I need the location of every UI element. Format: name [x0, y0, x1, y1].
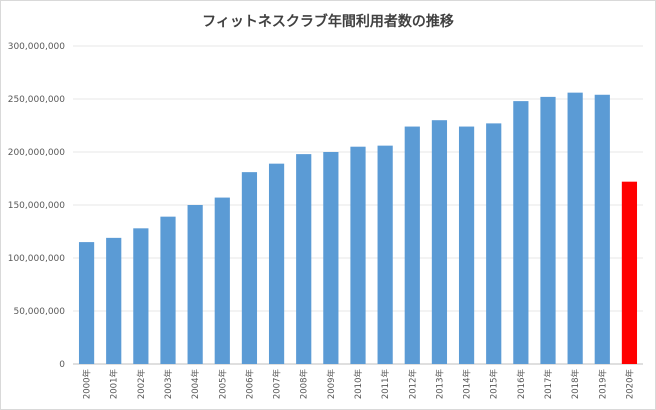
- bar-2006年: [241, 172, 258, 364]
- bar-2016年: [513, 101, 529, 365]
- bar-2017年: [540, 96, 556, 364]
- x-tick-label: 2001年: [109, 369, 120, 400]
- x-tick-label: 2009年: [326, 369, 337, 400]
- bar-2004年: [187, 205, 203, 364]
- bar-2000年: [78, 242, 95, 364]
- bar-2010年: [350, 146, 366, 364]
- bar-2018年: [567, 92, 583, 364]
- bar-2002年: [133, 228, 149, 364]
- bar-2011年: [377, 145, 393, 364]
- bar-2001年: [106, 237, 122, 364]
- x-tick-label: 2002年: [136, 369, 147, 400]
- x-tick-label: 2020年: [624, 369, 635, 400]
- bar-2012年: [404, 126, 420, 364]
- y-tick-label: 50,000,000: [13, 307, 65, 317]
- x-tick-label: 2011年: [380, 369, 391, 400]
- x-tick-label: 2005年: [217, 369, 228, 400]
- x-tick-label: 2015年: [489, 369, 500, 400]
- x-tick-label: 2010年: [353, 369, 364, 400]
- bar-2015年: [486, 123, 502, 364]
- x-tick-label: 2019年: [597, 369, 608, 400]
- y-tick-label: 150,000,000: [8, 201, 66, 211]
- x-tick-label: 2000年: [82, 369, 93, 400]
- chart-title: フィットネスクラブ年間利用者数の推移: [202, 14, 454, 30]
- bar-2008年: [296, 154, 312, 364]
- y-tick-label: 0: [59, 360, 65, 370]
- y-tick-label: 300,000,000: [8, 42, 66, 52]
- bar-2009年: [323, 152, 339, 364]
- bar-2014年: [458, 126, 475, 364]
- bar-2013年: [431, 120, 448, 364]
- bar-2007年: [268, 163, 285, 364]
- x-tick-label: 2014年: [462, 369, 473, 400]
- x-tick-label: 2012年: [407, 369, 418, 400]
- x-tick-label: 2013年: [434, 369, 445, 400]
- bar-2005年: [214, 197, 230, 364]
- x-tick-label: 2016年: [516, 369, 527, 400]
- bar-2020年: [621, 181, 638, 364]
- x-tick-label: 2004年: [190, 369, 201, 400]
- x-tick-label: 2008年: [299, 369, 310, 400]
- y-tick-label: 200,000,000: [8, 148, 66, 158]
- y-tick-label: 100,000,000: [8, 254, 66, 264]
- bar-2019年: [594, 94, 610, 364]
- x-tick-label: 2003年: [163, 369, 174, 400]
- bar-2003年: [160, 216, 176, 364]
- y-tick-label: 250,000,000: [8, 95, 66, 105]
- x-tick-label: 2018年: [570, 369, 581, 400]
- x-tick-label: 2017年: [543, 369, 554, 400]
- x-tick-label: 2007年: [272, 369, 283, 400]
- x-tick-label: 2006年: [244, 369, 255, 400]
